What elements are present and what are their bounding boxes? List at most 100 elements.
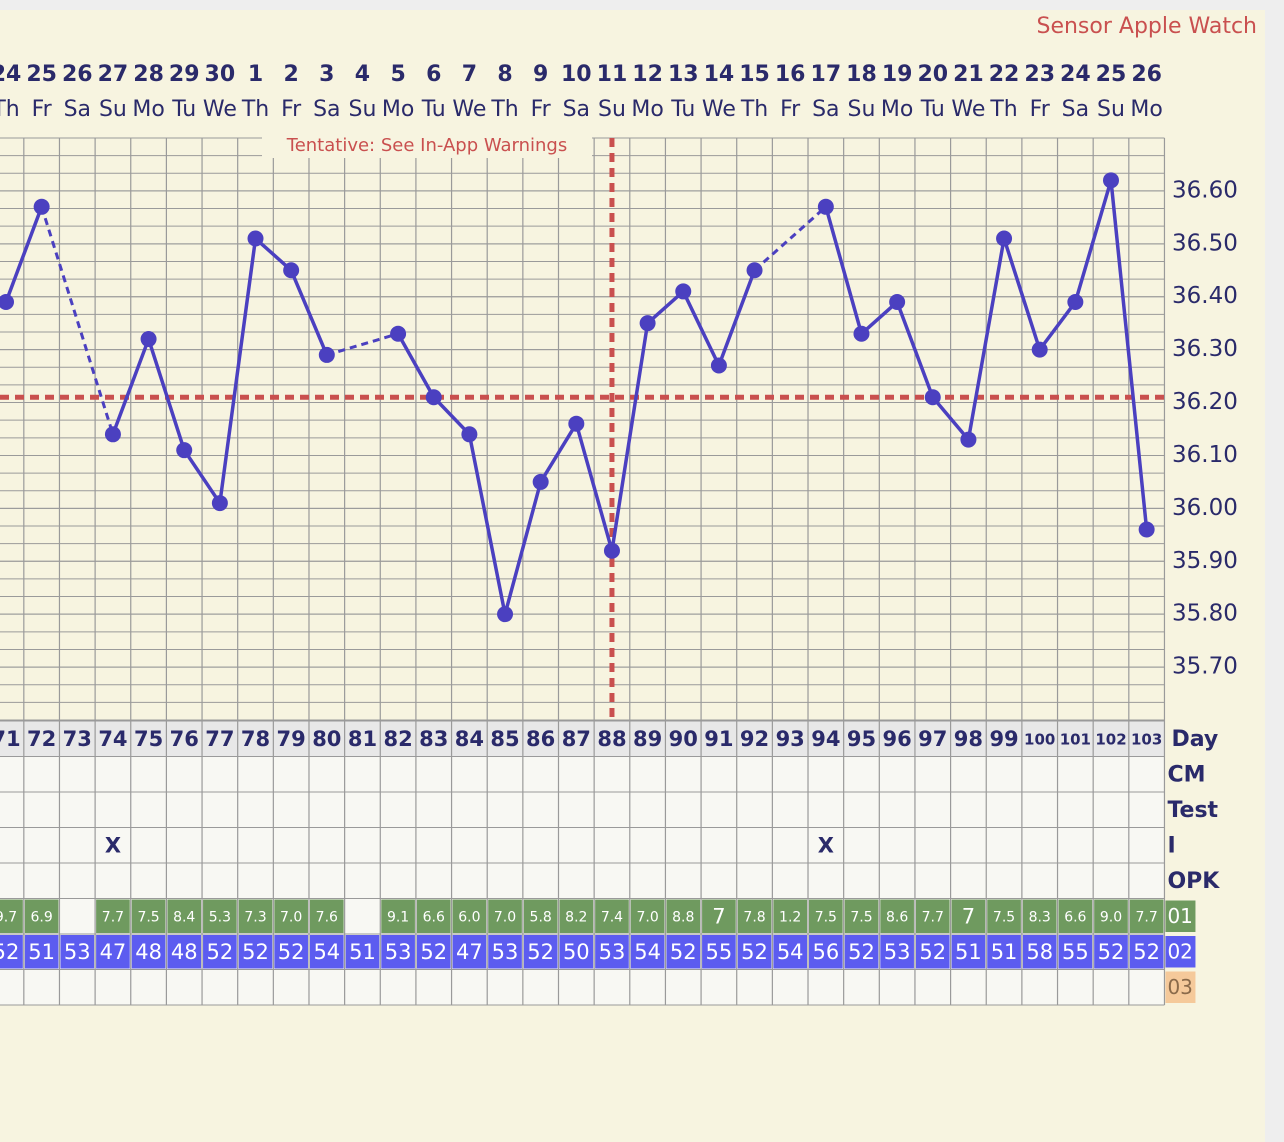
marks: Tentative: See In-App Warnings — [0, 132, 1165, 720]
right-strip — [1265, 0, 1284, 1142]
grid — [0, 137, 1196, 1006]
cell-value: 52 — [1133, 940, 1160, 964]
cell-bg — [1022, 935, 1057, 969]
cell-bg — [666, 935, 701, 969]
weekday-label: Th — [989, 97, 1017, 122]
weekday-label: Fr — [780, 97, 801, 122]
cell-bg — [1022, 899, 1057, 933]
cell-value: 52 — [242, 940, 269, 964]
cell-bg — [24, 935, 59, 969]
temperature-point — [889, 294, 906, 311]
cell-bg — [345, 935, 380, 969]
cell-bg — [1058, 935, 1093, 969]
temperature-point — [853, 325, 870, 342]
weekday-label: Fr — [281, 97, 302, 122]
cell-bg — [559, 899, 594, 933]
day-label: 88 — [597, 727, 626, 751]
cell-bg — [1094, 935, 1128, 969]
cell-bg — [131, 899, 166, 933]
cell-bg — [844, 935, 879, 969]
temperature-point — [996, 230, 1013, 247]
gap-connector — [753, 205, 827, 272]
weekday-label: Mo — [631, 97, 663, 122]
cell-value: 1.2 — [779, 909, 801, 925]
temperature-point — [924, 389, 941, 406]
cell-value: 54 — [313, 940, 340, 964]
gap-connector — [40, 206, 115, 435]
cell-value: 55 — [1062, 940, 1089, 964]
cell-bg — [488, 899, 522, 933]
weekday-label: Mo — [881, 97, 913, 122]
date-label: 26 — [1131, 62, 1162, 87]
cell-value: 9.0 — [1100, 909, 1122, 925]
weekday-label: Su — [99, 97, 127, 122]
date-label: 18 — [846, 62, 877, 87]
row-bg — [0, 756, 1165, 792]
cell-value: 52 — [670, 940, 697, 964]
row-bg — [0, 863, 1165, 899]
temperature-point — [0, 294, 14, 311]
day-label: 85 — [490, 727, 519, 751]
cell-bg — [523, 935, 558, 969]
row-label-bg — [1165, 936, 1196, 968]
cell-value: 51 — [991, 940, 1018, 964]
date-label: 6 — [426, 62, 441, 87]
weekday-label: Su — [848, 97, 876, 122]
day-label: 75 — [134, 727, 163, 751]
cell-bg — [1058, 899, 1093, 933]
weekday-label: Su — [598, 97, 626, 122]
date-label: 22 — [989, 62, 1020, 87]
day-label: 83 — [419, 727, 448, 751]
temperature-point — [568, 415, 585, 432]
y-tick-label: 36.00 — [1172, 495, 1238, 521]
temperature-point — [746, 262, 763, 279]
cell-bg — [96, 935, 130, 969]
cell-value: 6.6 — [1064, 909, 1086, 925]
day-label: 98 — [954, 727, 983, 751]
cell-bg — [1129, 935, 1164, 969]
cell-value: 9.1 — [387, 909, 409, 925]
cell-value: 52 — [1098, 940, 1125, 964]
cell-bg — [238, 935, 273, 969]
temperature-point — [390, 325, 407, 342]
temperature-point — [603, 542, 620, 559]
weekday-label: Th — [490, 97, 518, 122]
cell-value: 52 — [0, 940, 19, 964]
cell-bg — [915, 899, 950, 933]
cell-value: 55 — [706, 940, 733, 964]
temperature-point — [675, 283, 692, 300]
weekday-label: Mo — [132, 97, 164, 122]
weekday-label: Th — [0, 97, 20, 122]
cell-value: 7.7 — [922, 909, 944, 925]
date-label: 5 — [390, 62, 405, 87]
day-label: 91 — [704, 727, 733, 751]
temperature-point — [710, 357, 727, 374]
cell-bg — [951, 899, 986, 933]
temperature-point — [817, 198, 834, 215]
date-label: 25 — [1096, 62, 1127, 87]
cell-value: 53 — [492, 940, 519, 964]
cell-bg — [809, 935, 843, 969]
date-label: 4 — [355, 62, 370, 87]
y-tick-label: 35.80 — [1172, 601, 1238, 627]
weekday-label: Su — [1097, 97, 1125, 122]
cell-bg — [702, 899, 736, 933]
weekday-label: Sa — [1062, 97, 1089, 122]
cell-bg — [24, 899, 59, 933]
row-bg — [0, 827, 1165, 863]
cell-bg — [0, 935, 23, 969]
weekday-label: Fr — [531, 97, 552, 122]
row-bg — [0, 792, 1165, 828]
cell-value: 52 — [527, 940, 554, 964]
day-label: 101 — [1060, 730, 1091, 748]
cell-value: 7.3 — [244, 909, 266, 925]
cell-value: 51 — [955, 940, 982, 964]
weekday-label: Tu — [171, 97, 196, 122]
cell-value: 54 — [777, 940, 804, 964]
day-label: 73 — [63, 727, 92, 751]
cell-bg — [131, 935, 166, 969]
date-label: 1 — [248, 62, 263, 87]
weekday-label: Fr — [1030, 97, 1051, 122]
cell-value: 8.8 — [672, 909, 694, 925]
